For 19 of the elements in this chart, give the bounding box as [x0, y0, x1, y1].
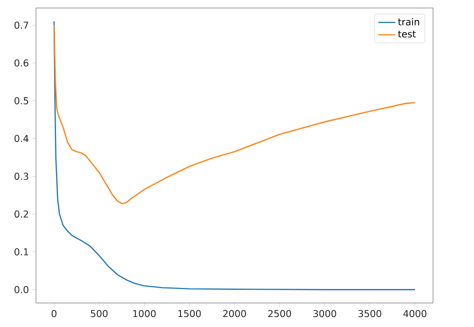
y-tick-label: 0.2	[14, 210, 28, 218]
x-tick-label: 1000	[133, 310, 156, 318]
legend-label: test	[398, 30, 416, 38]
legend-label: train	[398, 18, 420, 26]
x-tick-label: 1500	[178, 310, 201, 318]
x-tick-label: 2500	[268, 310, 292, 318]
x-tick-label: 4000	[403, 310, 426, 318]
y-tick-label: 0.1	[14, 248, 28, 256]
y-tick-label: 0.6	[14, 59, 28, 67]
x-tick-label: 500	[90, 310, 108, 318]
y-tick-label: 0.5	[14, 97, 28, 104]
x-tick-label: 3000	[313, 310, 336, 318]
y-tick-label: 0.7	[14, 22, 28, 29]
y-tick-label: 0.4	[14, 134, 28, 142]
y-tick-label: 0.3	[14, 172, 28, 180]
x-tick-label: 0	[52, 310, 56, 318]
x-tick-label: 2000	[223, 310, 246, 318]
y-tick-label: 0.0	[14, 286, 28, 294]
x-tick-label: 3500	[358, 310, 382, 318]
